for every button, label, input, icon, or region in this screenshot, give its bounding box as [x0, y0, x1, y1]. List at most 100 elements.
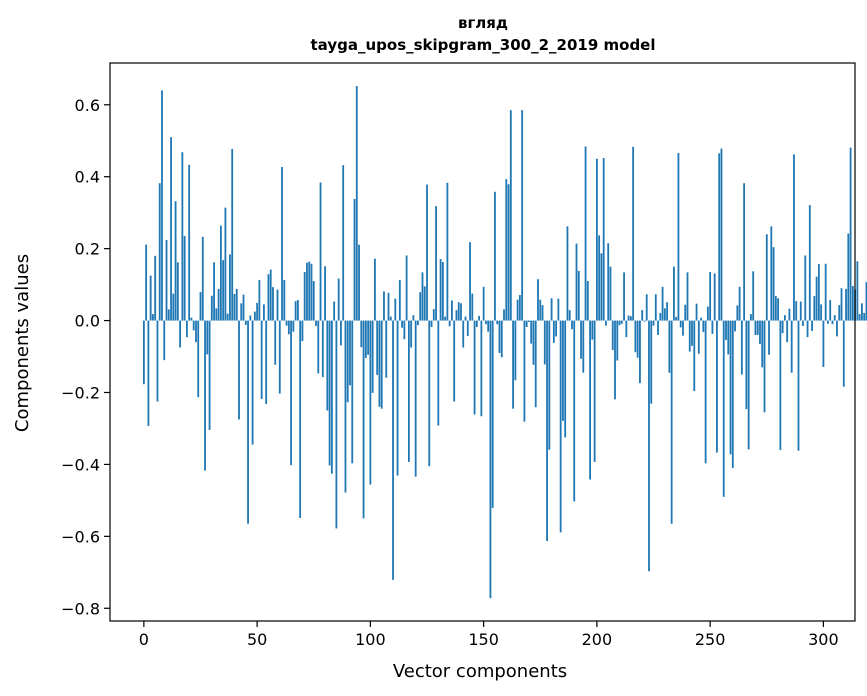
bar-233 — [670, 320, 673, 524]
bar-273 — [761, 320, 764, 368]
bars-group — [142, 86, 867, 599]
x-tick-label: 150 — [468, 630, 499, 649]
bar-276 — [768, 320, 770, 355]
bar-174 — [537, 279, 539, 321]
bar-234 — [673, 266, 675, 321]
bar-266 — [745, 320, 748, 410]
bar-78 — [319, 182, 322, 321]
bar-69 — [299, 320, 302, 519]
bar-230 — [663, 308, 666, 321]
x-tick-label: 100 — [355, 630, 386, 649]
y-tick-label: −0.2 — [61, 383, 100, 402]
bar-319 — [865, 282, 867, 321]
bar-263 — [738, 286, 741, 321]
bar-79 — [321, 320, 324, 378]
bar-265 — [743, 183, 746, 321]
bar-53 — [263, 304, 265, 321]
bar-83 — [330, 320, 333, 474]
bar-56 — [269, 269, 272, 321]
x-tick-label: 250 — [695, 630, 726, 649]
bar-86 — [337, 278, 340, 321]
bar-242 — [691, 320, 693, 346]
bar-93 — [353, 199, 356, 321]
bar-120 — [414, 320, 417, 477]
bar-98 — [364, 320, 367, 358]
bar-9 — [163, 320, 166, 361]
bar-310 — [845, 288, 847, 321]
bar-33 — [217, 288, 220, 321]
bar-294 — [808, 205, 811, 321]
bar-318 — [863, 313, 866, 321]
x-tick-label: 300 — [808, 630, 839, 649]
bar-290 — [799, 301, 802, 321]
bar-199 — [593, 320, 596, 462]
bar-7 — [158, 183, 161, 321]
bar-305 — [833, 315, 836, 321]
bar-4 — [152, 314, 154, 321]
bar-101 — [371, 320, 374, 393]
bar-45 — [244, 320, 247, 325]
bar-258 — [727, 320, 730, 355]
bar-19 — [185, 320, 188, 338]
bar-0 — [142, 320, 145, 385]
bar-116 — [405, 255, 408, 321]
bar-5 — [154, 255, 157, 321]
bar-179 — [548, 320, 551, 450]
bar-268 — [750, 314, 752, 321]
bar-274 — [763, 320, 766, 413]
bar-140 — [460, 303, 462, 321]
bar-30 — [210, 295, 213, 321]
bar-162 — [509, 110, 512, 321]
bar-54 — [265, 320, 268, 404]
bar-291 — [802, 320, 804, 326]
y-tick-label: 0.0 — [75, 312, 100, 331]
bar-275 — [765, 234, 768, 321]
bar-21 — [190, 317, 193, 321]
bar-38 — [229, 254, 231, 321]
bar-113 — [398, 279, 401, 321]
bar-103 — [376, 320, 379, 375]
bar-191 — [575, 243, 578, 321]
bar-288 — [795, 301, 798, 321]
bar-119 — [412, 315, 415, 321]
bar-298 — [817, 264, 820, 321]
bar-249 — [706, 306, 709, 321]
bar-260 — [731, 320, 734, 469]
bar-115 — [403, 320, 406, 340]
bar-271 — [756, 320, 759, 335]
bar-267 — [747, 320, 750, 450]
bar-35 — [222, 260, 225, 321]
bar-170 — [528, 320, 530, 323]
bar-252 — [713, 273, 716, 321]
bar-111 — [394, 298, 397, 321]
bar-272 — [759, 320, 761, 344]
bar-196 — [586, 281, 589, 321]
bar-8 — [161, 90, 163, 321]
bar-160 — [505, 179, 508, 321]
bar-283 — [783, 315, 786, 321]
bar-239 — [684, 304, 687, 321]
bar-62 — [283, 279, 286, 321]
bar-208 — [614, 320, 616, 400]
x-tick-label: 200 — [582, 630, 613, 649]
bar-161 — [507, 184, 510, 321]
bar-229 — [661, 286, 664, 321]
bar-240 — [686, 272, 689, 321]
bar-131 — [439, 259, 442, 321]
bar-202 — [600, 253, 603, 321]
bar-135 — [448, 320, 451, 327]
y-tick-label: 0.6 — [75, 96, 100, 115]
bar-173 — [534, 320, 537, 408]
bar-228 — [659, 313, 662, 321]
bar-308 — [840, 288, 843, 321]
bar-17 — [181, 152, 184, 321]
bar-186 — [564, 320, 567, 438]
bar-204 — [605, 320, 607, 326]
bar-277 — [770, 226, 773, 321]
bar-65 — [290, 320, 292, 466]
bar-97 — [362, 320, 365, 519]
bar-134 — [446, 182, 449, 321]
bar-41 — [235, 288, 238, 321]
bar-29 — [208, 320, 211, 430]
bar-42 — [238, 320, 240, 420]
